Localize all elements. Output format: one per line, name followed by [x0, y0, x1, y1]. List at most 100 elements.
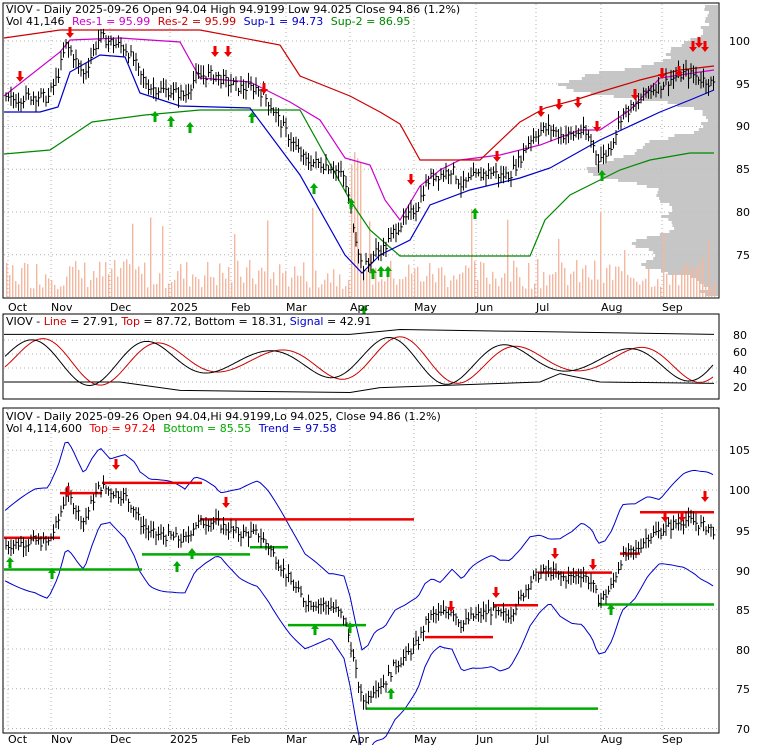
stochastic-grid [4, 339, 718, 383]
volume-bar [330, 282, 332, 297]
volume-profile-bar [705, 5, 718, 8]
volume-bar [159, 273, 161, 297]
volume-bar [162, 226, 164, 297]
volume-bar [507, 219, 509, 297]
down-arrow-icon [492, 587, 500, 598]
volume-bar [321, 284, 323, 297]
volume-bar [156, 283, 158, 297]
trend-upper-band [4, 441, 714, 651]
volume-bar [603, 282, 605, 297]
volume-bar [129, 264, 131, 297]
volume-bar [90, 279, 92, 297]
volume-bar [36, 264, 38, 297]
volume-profile-bar [569, 80, 718, 83]
volume-bar [705, 286, 707, 297]
up-arrow-icon [360, 305, 368, 316]
volume-bar [102, 276, 104, 297]
volume-bar [246, 267, 248, 297]
x-tick-label: Oct [8, 733, 28, 745]
volume-bar [354, 152, 356, 297]
volume-bar [165, 287, 167, 297]
volume-profile-bar [702, 113, 718, 116]
volume-bar [600, 211, 602, 297]
volume-profile-bar [596, 164, 718, 167]
volume-bar [624, 250, 626, 297]
volume-profile-bar [702, 110, 718, 113]
up-arrow-icon [248, 112, 256, 123]
volume-profile-bar [590, 92, 718, 95]
volume-bar [459, 274, 461, 297]
volume-bar [333, 269, 335, 297]
volume-bar [201, 287, 203, 297]
volume-profile-bar [586, 167, 718, 170]
down-arrow-icon [555, 99, 563, 110]
volume-profile-bar [655, 254, 718, 257]
y-tick-label: 95 [736, 78, 750, 91]
x-tick-label: 2025 [170, 301, 198, 314]
volume-profile-bar [700, 26, 718, 29]
volume-bar [306, 281, 308, 297]
volume-profile-bar [704, 20, 718, 23]
down-arrow-icon [224, 46, 232, 57]
volume-profile-bar [587, 170, 718, 173]
volume-bar [87, 286, 89, 297]
res2-label: Res-2 = 95.99 [158, 15, 236, 28]
volume-bar [612, 280, 614, 297]
up-arrow-icon [377, 266, 385, 277]
volume-bar [327, 273, 329, 297]
volume-bar [303, 262, 305, 297]
stochastic-y-axis: 80 60 40 20 [733, 329, 747, 394]
volume-bar [609, 264, 611, 297]
volume-bar [489, 283, 491, 297]
volume-bar [318, 287, 320, 297]
volume-profile-bar [624, 68, 718, 71]
volume-bar [588, 277, 590, 297]
volume-profile-bar [684, 41, 718, 44]
volume-profile-bar [671, 206, 718, 209]
up-arrow-icon [384, 266, 392, 277]
y-tick-label: 100 [729, 35, 750, 48]
volume-bar [9, 274, 11, 297]
volume-profile-bar [584, 74, 718, 77]
volume-bar [171, 282, 173, 297]
trend-price-bars [5, 475, 716, 710]
volume-bar [300, 275, 302, 297]
volume-bar [21, 268, 23, 297]
x-tick-label: Dec [110, 733, 131, 745]
volume-profile-bar [674, 227, 718, 230]
volume-bar [522, 286, 524, 297]
volume-bar [6, 262, 8, 297]
down-arrow-icon [64, 486, 72, 497]
volume-profile-bar [657, 191, 718, 194]
volume-bar [234, 234, 236, 297]
volume-profile-bar [648, 248, 718, 251]
volume-bar [504, 273, 506, 297]
volume-profile-bar [707, 14, 718, 17]
down-arrow-icon [447, 601, 455, 612]
volume-bar [444, 275, 446, 297]
volume-bar [528, 262, 530, 297]
volume-bar [351, 164, 353, 297]
volume-bar [345, 286, 347, 297]
volume-bar [78, 269, 80, 297]
stochastic-panel: 80 60 40 20 VIOV - Line = 27.91, Top = 8… [2, 313, 747, 400]
volume-bar [63, 285, 65, 297]
up-arrow-icon [607, 604, 615, 615]
volume-profile-bar [661, 269, 718, 272]
volume-bar [240, 276, 242, 297]
down-arrow-icon [16, 71, 24, 82]
volume-profile-bar [693, 107, 718, 110]
volume-profile-bar [693, 131, 718, 134]
up-arrow-icon [186, 122, 194, 133]
x-tick-label: Jun [475, 733, 493, 745]
volume-bar [222, 272, 224, 297]
volume-bar [585, 265, 587, 297]
volume-bar [405, 276, 407, 297]
volume-bar [699, 262, 701, 297]
volume-bar [579, 282, 581, 297]
volume-bar [570, 273, 572, 297]
down-arrow-icon [593, 121, 601, 132]
volume-bar [273, 272, 275, 297]
x-tick-label: Mar [286, 733, 307, 745]
